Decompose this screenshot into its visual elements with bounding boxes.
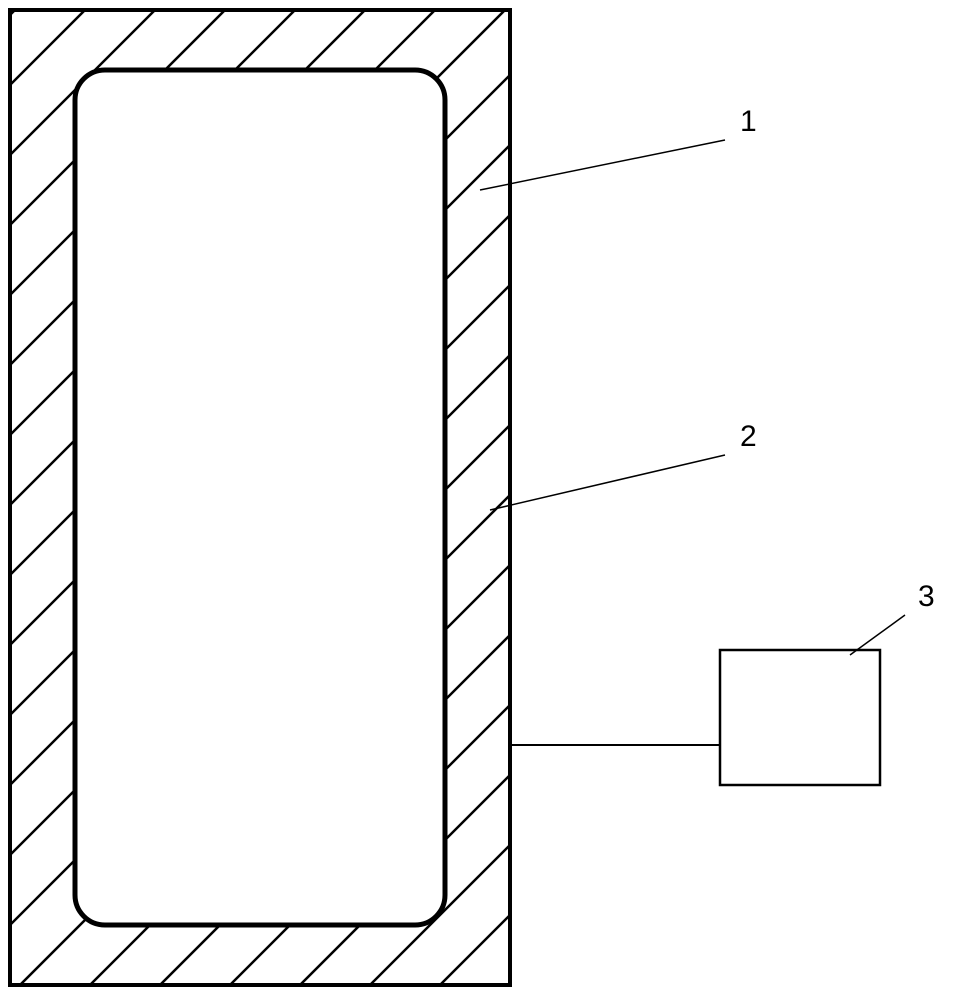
callout-label-3: 3 [918, 580, 935, 614]
diagram-canvas: 1 2 3 [0, 0, 980, 1000]
callout-label-2: 2 [740, 420, 757, 454]
callout-label-1: 1 [740, 105, 757, 139]
diagram-svg [0, 0, 980, 1000]
